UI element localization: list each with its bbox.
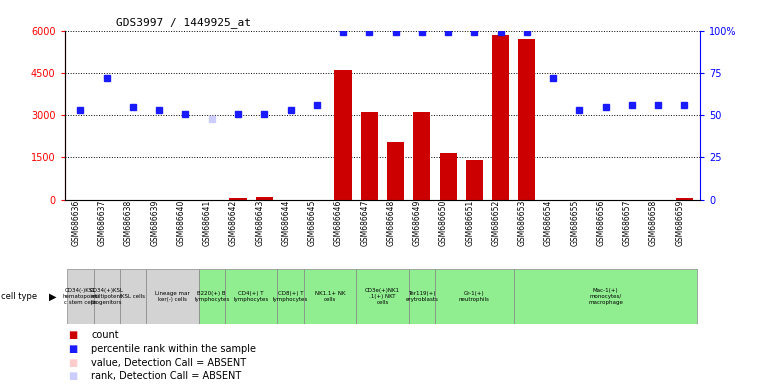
Text: GSM686637: GSM686637 xyxy=(97,200,107,246)
Text: GSM686647: GSM686647 xyxy=(360,200,369,246)
Bar xyxy=(440,153,457,200)
Bar xyxy=(676,198,693,200)
Text: NK1.1+ NK
cells: NK1.1+ NK cells xyxy=(314,291,345,302)
Bar xyxy=(413,113,430,200)
Text: GSM686655: GSM686655 xyxy=(570,200,579,246)
Bar xyxy=(335,70,352,200)
Bar xyxy=(146,269,199,324)
Bar xyxy=(356,269,409,324)
Text: GSM686650: GSM686650 xyxy=(439,200,448,246)
Bar xyxy=(119,269,146,324)
Text: GSM686644: GSM686644 xyxy=(282,200,291,246)
Text: GSM686638: GSM686638 xyxy=(124,200,133,246)
Bar xyxy=(466,160,482,200)
Text: GSM686641: GSM686641 xyxy=(202,200,212,246)
Text: GSM686648: GSM686648 xyxy=(387,200,396,246)
Text: GSM686653: GSM686653 xyxy=(517,200,527,246)
Text: ■: ■ xyxy=(68,371,78,381)
Text: CD3e(+)NK1
.1(+) NKT
cells: CD3e(+)NK1 .1(+) NKT cells xyxy=(365,288,400,305)
Text: B220(+) B
lymphocytes: B220(+) B lymphocytes xyxy=(194,291,229,302)
Text: ▶: ▶ xyxy=(49,291,57,302)
Text: GSM686646: GSM686646 xyxy=(334,200,343,246)
Text: CD34(-)KSL
hematopoieti
c stem cells: CD34(-)KSL hematopoieti c stem cells xyxy=(62,288,99,305)
Bar xyxy=(361,113,377,200)
Text: KSL cells: KSL cells xyxy=(121,294,145,299)
Text: CD4(+) T
lymphocytes: CD4(+) T lymphocytes xyxy=(234,291,269,302)
Text: value, Detection Call = ABSENT: value, Detection Call = ABSENT xyxy=(91,358,247,368)
Bar xyxy=(224,269,277,324)
Bar xyxy=(256,197,272,200)
Text: CD8(+) T
lymphocytes: CD8(+) T lymphocytes xyxy=(273,291,308,302)
Bar xyxy=(67,269,94,324)
Bar xyxy=(199,269,224,324)
Text: GSM686643: GSM686643 xyxy=(255,200,264,246)
Bar xyxy=(304,269,356,324)
Bar xyxy=(277,269,304,324)
Bar xyxy=(387,142,404,200)
Text: cell type: cell type xyxy=(1,292,37,301)
Text: ■: ■ xyxy=(68,330,78,340)
Text: GSM686657: GSM686657 xyxy=(622,200,632,246)
Text: GSM686656: GSM686656 xyxy=(597,200,606,246)
Text: GSM686640: GSM686640 xyxy=(177,200,186,246)
Text: rank, Detection Call = ABSENT: rank, Detection Call = ABSENT xyxy=(91,371,241,381)
Text: GSM686649: GSM686649 xyxy=(412,200,422,246)
Text: GSM686658: GSM686658 xyxy=(649,200,658,246)
Text: count: count xyxy=(91,330,119,340)
Text: CD34(+)KSL
multipotent
progenitors: CD34(+)KSL multipotent progenitors xyxy=(90,288,124,305)
Bar xyxy=(409,269,435,324)
Text: GSM686645: GSM686645 xyxy=(307,200,317,246)
Text: Lineage mar
ker(-) cells: Lineage mar ker(-) cells xyxy=(155,291,189,302)
Text: GDS3997 / 1449925_at: GDS3997 / 1449925_at xyxy=(116,17,250,28)
Bar xyxy=(518,39,535,200)
Bar xyxy=(492,35,509,200)
Text: Ter119(+)
erytroblasts: Ter119(+) erytroblasts xyxy=(406,291,438,302)
Text: ■: ■ xyxy=(68,344,78,354)
Text: ■: ■ xyxy=(68,358,78,368)
Bar xyxy=(230,198,247,200)
Text: GSM686651: GSM686651 xyxy=(465,200,474,246)
Bar xyxy=(514,269,698,324)
Bar xyxy=(94,269,119,324)
Text: GSM686639: GSM686639 xyxy=(150,200,159,246)
Text: GSM686642: GSM686642 xyxy=(229,200,238,246)
Text: percentile rank within the sample: percentile rank within the sample xyxy=(91,344,256,354)
Text: GSM686659: GSM686659 xyxy=(675,200,684,246)
Text: Gr-1(+)
neutrophils: Gr-1(+) neutrophils xyxy=(459,291,490,302)
Bar xyxy=(435,269,514,324)
Text: GSM686636: GSM686636 xyxy=(72,200,81,246)
Text: Mac-1(+)
monocytes/
macrophage: Mac-1(+) monocytes/ macrophage xyxy=(588,288,623,305)
Text: GSM686652: GSM686652 xyxy=(492,200,501,246)
Text: GSM686654: GSM686654 xyxy=(544,200,553,246)
